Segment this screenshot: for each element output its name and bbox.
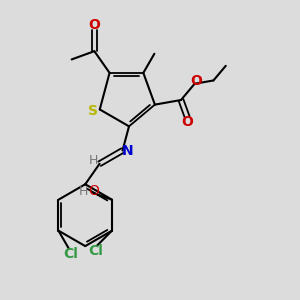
Text: Cl: Cl: [88, 244, 103, 258]
Text: H: H: [79, 185, 88, 198]
Text: S: S: [88, 104, 98, 118]
Text: O: O: [88, 18, 100, 32]
Text: O: O: [181, 116, 193, 130]
Text: O: O: [190, 74, 202, 88]
Text: Cl: Cl: [63, 247, 78, 261]
Text: H: H: [88, 154, 98, 167]
Text: O: O: [88, 184, 99, 198]
Text: N: N: [122, 144, 134, 158]
